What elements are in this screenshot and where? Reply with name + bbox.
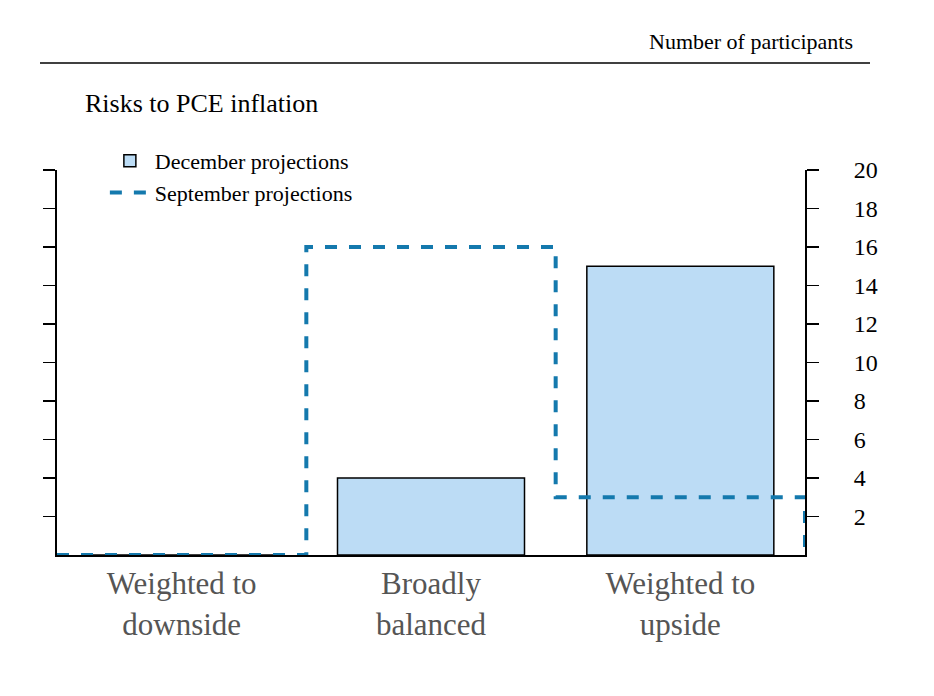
svg-text:14: 14 [854, 273, 878, 299]
svg-text:6: 6 [854, 427, 866, 453]
svg-text:Broadlybalanced: Broadlybalanced [376, 566, 487, 641]
svg-text:Weighted toupside: Weighted toupside [605, 566, 755, 641]
svg-text:18: 18 [854, 196, 878, 222]
svg-text:4: 4 [854, 465, 866, 491]
svg-text:Risks to PCE inflation: Risks to PCE inflation [85, 89, 318, 118]
svg-text:December projections: December projections [155, 149, 349, 174]
svg-text:16: 16 [854, 234, 878, 260]
svg-text:20: 20 [854, 157, 878, 183]
svg-text:10: 10 [854, 350, 878, 376]
svg-text:12: 12 [854, 311, 878, 337]
svg-text:Weighted todownside: Weighted todownside [107, 566, 257, 641]
svg-text:September projections: September projections [155, 181, 352, 206]
svg-text:Number of participants: Number of participants [649, 29, 853, 54]
svg-text:8: 8 [854, 388, 866, 414]
svg-text:2: 2 [854, 504, 866, 530]
